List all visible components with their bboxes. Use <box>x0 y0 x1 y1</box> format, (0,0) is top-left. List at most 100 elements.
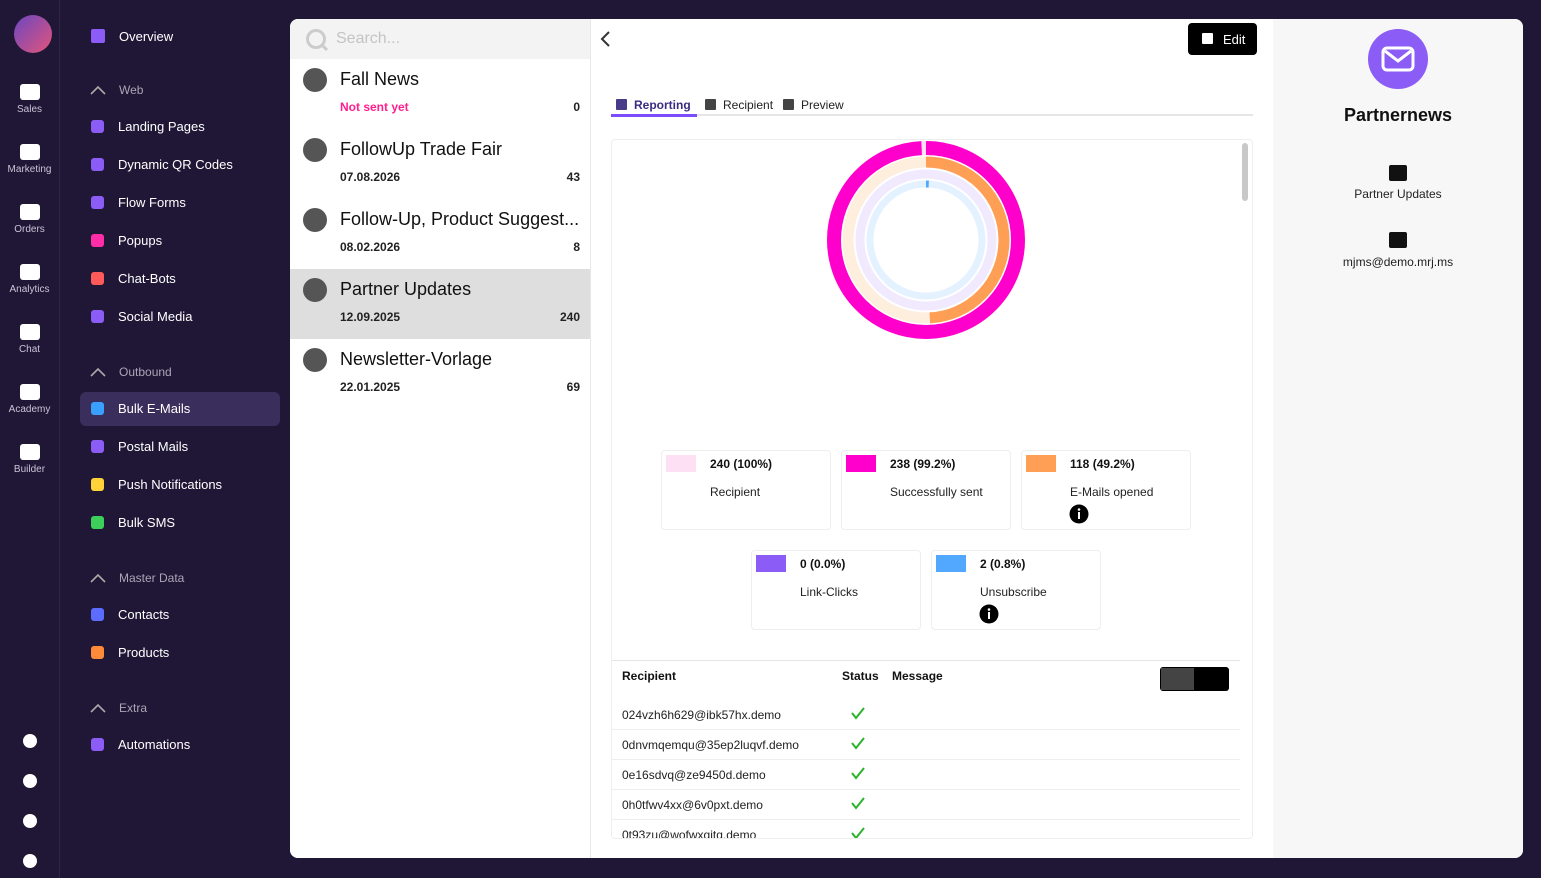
table-body: 024vzh6h629@ibk57hx.demo 0dnvmqemqu@35ep2… <box>612 698 1252 838</box>
edit-button[interactable] <box>1188 23 1257 55</box>
status-check <box>851 827 865 838</box>
nav-item[interactable]: Automations <box>118 737 191 752</box>
nav-section[interactable]: Extra <box>119 701 148 715</box>
view-toggle[interactable] <box>1160 667 1229 691</box>
rail-label[interactable]: Orders <box>14 224 45 235</box>
mail-icon <box>303 68 327 92</box>
rail-icon <box>20 384 40 400</box>
tab[interactable]: Preview <box>801 98 844 112</box>
list-title[interactable]: Fall News <box>340 69 420 89</box>
list-date: Not sent yet <box>340 100 409 114</box>
nav-item[interactable]: Postal Mails <box>118 439 189 454</box>
collapse-icon[interactable] <box>89 702 107 714</box>
search-input[interactable]: Search... <box>336 30 401 47</box>
collapse-icon[interactable] <box>89 84 107 96</box>
rail-icon <box>20 144 40 160</box>
side-title: Partnernews <box>1343 105 1453 125</box>
nav-icon <box>91 120 104 133</box>
status-check <box>851 767 865 780</box>
status-check <box>851 797 865 810</box>
nav-icon <box>91 234 104 247</box>
info-stem <box>1078 512 1080 519</box>
nav-item[interactable]: Chat-Bots <box>118 271 176 286</box>
nav-item[interactable]: Overview <box>119 29 174 44</box>
search-icon <box>306 29 329 52</box>
row-rule <box>612 729 1240 730</box>
nav-item[interactable]: Social Media <box>118 309 193 324</box>
rail-tool <box>23 734 37 748</box>
list-count: 0 <box>573 100 580 114</box>
stat-swatch <box>846 455 876 472</box>
search-bar <box>290 19 590 59</box>
rail-label[interactable]: Academy <box>8 404 51 415</box>
nav-item[interactable]: Popups <box>118 233 163 248</box>
back-button[interactable] <box>598 29 614 49</box>
list-title[interactable]: FollowUp Trade Fair <box>340 139 503 159</box>
list-count: 69 <box>566 380 580 394</box>
tab-active <box>611 114 697 117</box>
nav-item[interactable]: Products <box>118 645 170 660</box>
list-title[interactable]: Follow-Up, Product Suggest... <box>340 209 580 229</box>
stat-swatch <box>756 555 786 572</box>
list-count: 43 <box>566 170 580 184</box>
rail-icon <box>20 324 40 340</box>
nav-icon <box>91 608 104 621</box>
nav-item[interactable]: Push Notifications <box>118 477 223 492</box>
recipient-email: 0e16sdvq@ze9450d.demo <box>622 768 766 782</box>
list-date: 07.08.2026 <box>340 170 401 184</box>
toggle-web[interactable] <box>1161 668 1194 690</box>
chevron <box>90 703 106 713</box>
tab[interactable]: Recipient <box>723 98 774 112</box>
status-check <box>851 737 865 750</box>
table-header: Recipient <box>622 669 677 683</box>
side-item: mjms@demo.mrj.ms <box>1342 255 1454 269</box>
list-title[interactable]: Partner Updates <box>340 279 472 299</box>
chevron <box>90 367 106 377</box>
chart-card <box>611 139 1253 839</box>
collapse-icon[interactable] <box>89 366 107 378</box>
stat-value: 2 (0.8%) <box>980 557 1026 571</box>
nav-item[interactable]: Flow Forms <box>118 195 186 210</box>
nav-section[interactable]: Master Data <box>119 571 185 585</box>
nav-icon <box>91 738 104 751</box>
list-date: 08.02.2026 <box>340 240 401 254</box>
info-icon[interactable] <box>1069 504 1089 524</box>
rail-label[interactable]: Analytics <box>9 284 50 295</box>
edit-icon <box>1202 33 1213 44</box>
rail-label[interactable]: Builder <box>13 464 46 475</box>
rail-tool <box>23 814 37 828</box>
nav-item[interactable]: Dynamic QR Codes <box>118 157 233 172</box>
check <box>851 797 865 810</box>
side-panel <box>1273 19 1523 858</box>
recipient-email: 0h0tfwv4xx@6v0pxt.demo <box>622 798 763 812</box>
edit-label[interactable]: Edit <box>1223 32 1246 47</box>
mail-icon <box>303 208 327 232</box>
mail-icon <box>303 278 327 302</box>
nav-section[interactable]: Outbound <box>119 365 172 379</box>
nav-item[interactable]: Bulk E-Mails <box>118 401 191 416</box>
stat-label: E-Mails opened <box>1070 485 1154 499</box>
nav-item[interactable]: Bulk SMS <box>118 515 176 530</box>
chevron <box>90 573 106 583</box>
list-column <box>290 19 591 858</box>
stat-value: 0 (0.0%) <box>800 557 846 571</box>
ring-track <box>855 169 997 311</box>
rail-label[interactable]: Sales <box>16 104 42 115</box>
status-check <box>851 707 865 720</box>
collapse-icon[interactable] <box>89 572 107 584</box>
tab[interactable]: Reporting <box>634 98 691 112</box>
nav-item[interactable]: Contacts <box>118 607 170 622</box>
chevron <box>90 85 106 95</box>
nav-section[interactable]: Web <box>119 83 144 97</box>
scrollbar <box>1242 143 1248 201</box>
list-title[interactable]: Newsletter-Vorlage <box>340 349 493 369</box>
check <box>851 767 865 780</box>
rail-label[interactable]: Chat <box>18 344 41 355</box>
info-icon[interactable] <box>979 604 999 624</box>
nav-item[interactable]: Landing Pages <box>118 119 205 134</box>
nav-icon <box>91 310 104 323</box>
rail-icon <box>20 264 40 280</box>
rail-label[interactable]: Marketing <box>7 164 52 175</box>
nav-icon <box>91 478 104 491</box>
